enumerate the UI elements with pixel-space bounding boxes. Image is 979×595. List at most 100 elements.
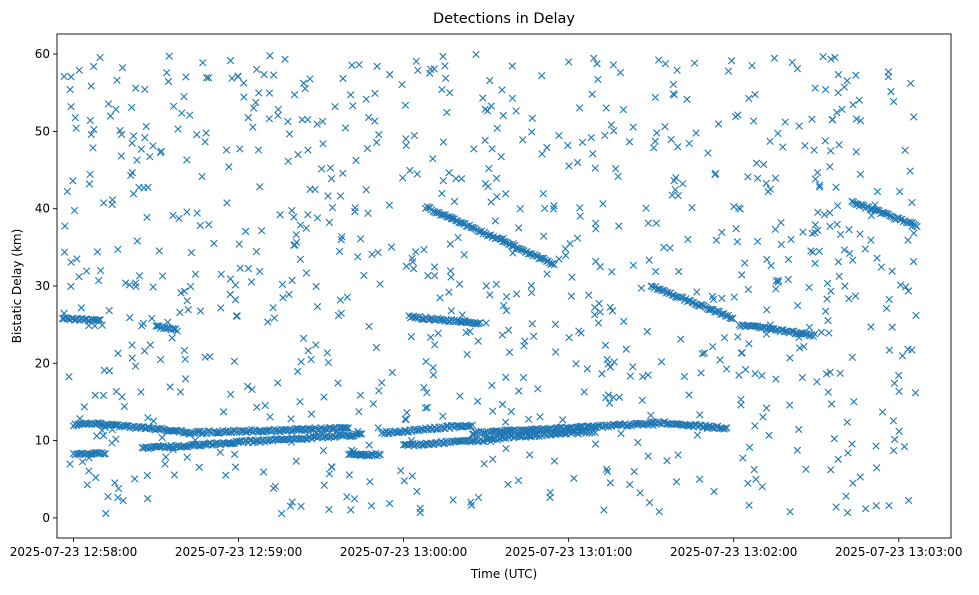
clutter-point [491,217,500,225]
clutter-point [264,318,272,326]
clutter-point [657,358,666,366]
clutter-point [852,71,860,79]
clutter-point [834,258,843,266]
track-point [101,449,109,458]
clutter-point [649,421,657,430]
clutter-point [550,457,559,465]
clutter-point [447,273,455,281]
clutter-point [821,85,830,94]
clutter-point [375,387,383,395]
clutter-point [590,310,599,319]
clutter-point [343,293,351,301]
track-point [237,426,245,435]
clutter-point [399,174,407,182]
clutter-point [232,312,241,320]
clutter-point [498,86,506,94]
clutter-point [765,431,773,440]
clutter-point [362,95,370,103]
clutter-point [328,203,337,212]
clutter-point [488,381,496,390]
clutter-point [850,397,858,406]
clutter-point [693,288,701,296]
clutter-point [313,214,322,222]
clutter-point [235,240,243,248]
clutter-point [447,307,456,315]
track-point [194,441,202,450]
clutter-point [840,83,849,91]
clutter-point [833,202,842,210]
track-point [727,314,736,323]
clutter-point [128,139,136,147]
clutter-point [645,498,654,507]
clutter-point [402,141,410,150]
clutter-point [673,66,681,74]
clutter-point [801,141,809,150]
clutter-point [349,102,357,110]
clutter-point [331,102,339,111]
clutter-point [519,136,527,144]
clutter-point [252,247,261,256]
clutter-point [367,502,376,510]
clutter-point [888,323,896,331]
clutter-point [763,255,771,264]
clutter-point [601,341,610,349]
clutter-point [770,54,779,62]
x-axis-ticks: 2025-07-23 12:58:00 2025-07-23 12:59:00 20… [10,538,962,559]
clutter-point [180,92,188,101]
clutter-point [504,326,513,334]
clutter-point [813,168,822,177]
clutter-point [515,224,523,232]
clutter-point [787,235,795,244]
clutter-point [286,502,295,510]
clutter-point [364,209,372,217]
clutter-point [240,79,248,87]
clutter-point [539,189,547,198]
clutter-point [385,201,394,209]
track-point [227,439,236,448]
clutter-point [598,370,606,378]
clutter-point [366,477,374,486]
clutter-point [615,222,623,230]
clutter-point [848,440,856,448]
clutter-point [279,294,287,302]
clutter-point [493,192,501,201]
clutter-point [350,495,359,503]
clutter-point [439,52,447,61]
clutter-point [348,61,356,69]
clutter-point [304,211,312,219]
clutter-point [114,493,122,502]
clutter-point [637,284,646,292]
clutter-point [565,333,573,342]
clutter-point [795,333,803,342]
clutter-point [529,332,538,341]
clutter-point [270,314,279,322]
clutter-point [158,433,166,442]
clutter-point [841,282,849,290]
clutter-point [486,76,494,85]
clutter-point [827,400,836,408]
clutter-point [226,275,235,283]
clutter-point [673,143,682,151]
clutter-point [288,276,296,285]
clutter-point [70,206,79,215]
clutter-point [887,87,895,96]
clutter-point [347,506,355,514]
clutter-point [402,415,410,424]
clutter-point [234,72,242,81]
clutter-point [538,150,546,158]
clutter-point [596,308,604,316]
clutter-point [722,365,731,373]
clutter-point [112,387,121,396]
clutter-point [572,360,580,368]
x-tick-label: 2025-07-23 12:58:00 [10,545,137,559]
clutter-point [180,287,189,295]
clutter-point [836,369,844,378]
clutter-point [149,417,158,425]
clutter-point [499,111,507,120]
clutter-point [771,174,780,182]
clutter-point [840,246,849,254]
clutter-point [758,371,766,380]
clutter-point [508,62,516,70]
y-axis-label: Bistatic Delay (km) [10,229,24,344]
clutter-point [591,219,600,227]
